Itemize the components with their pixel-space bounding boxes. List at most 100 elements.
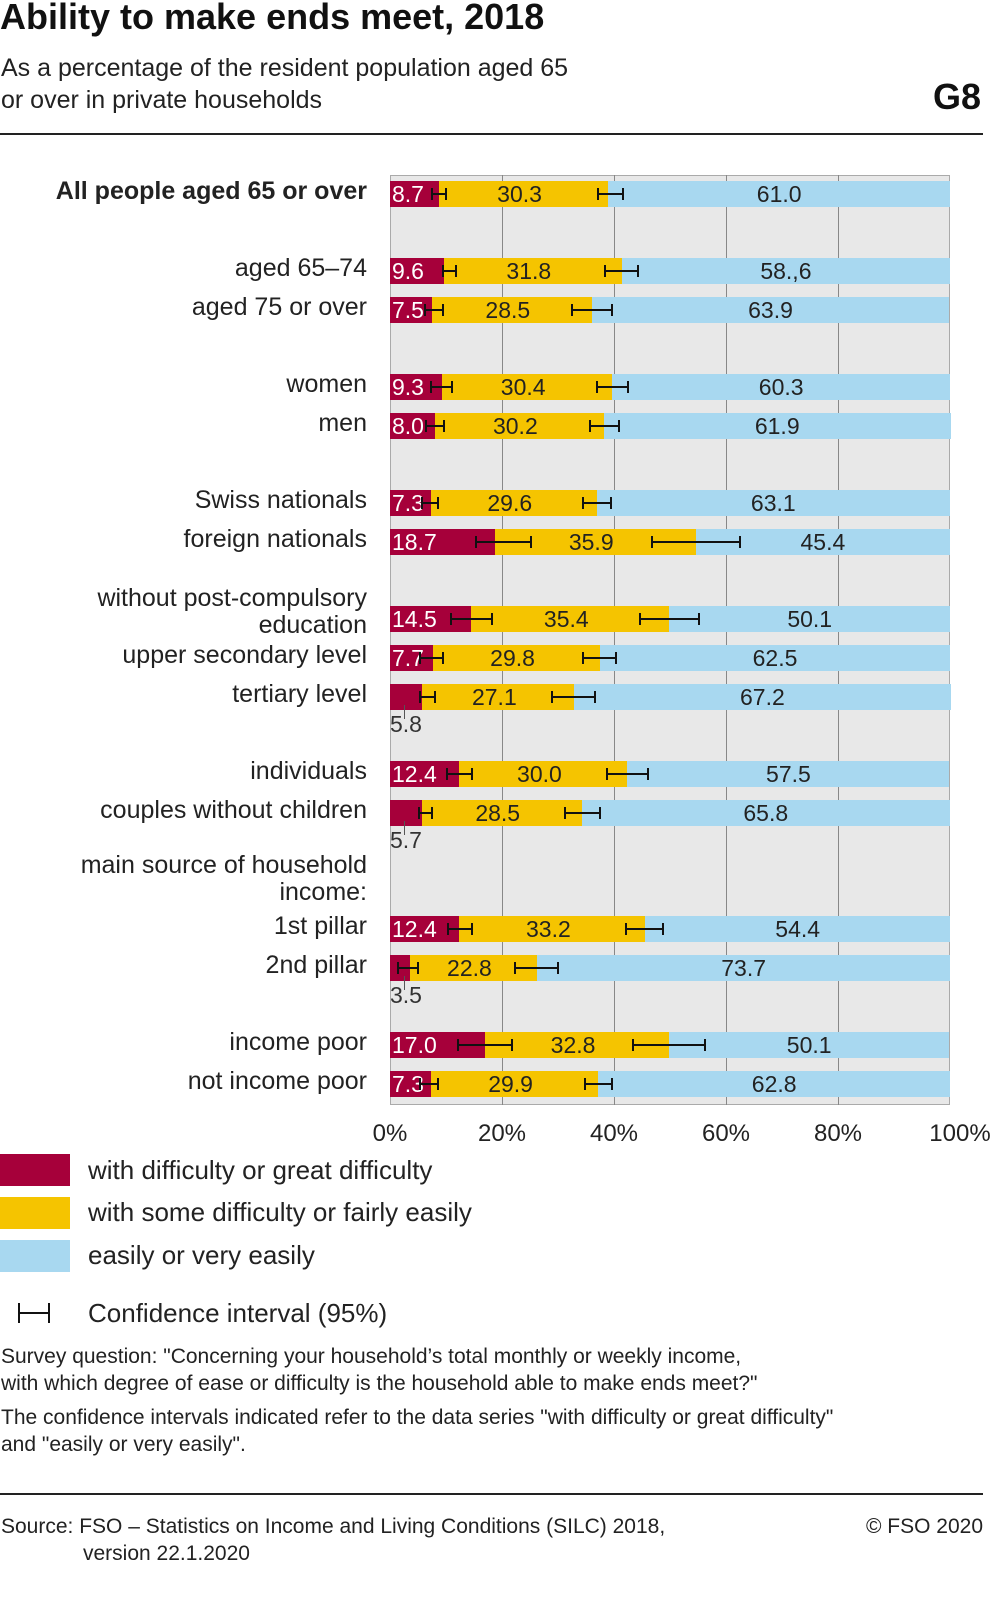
row-label: men [318,409,367,437]
bar-segment-easy [645,916,950,942]
bar-segment-easy [669,606,950,632]
ci-cap [447,923,450,935]
confidence-interval [514,967,558,969]
ci-cap [637,265,640,277]
ci-cap [563,807,566,819]
data-label: 30.3 [497,181,542,207]
x-tick-label: 40% [589,1120,639,1147]
data-label: 62.8 [751,1071,797,1097]
data-label: 7.3 [392,1071,424,1097]
data-label: 12.4 [392,916,437,942]
row-label: aged 75 or over [191,293,367,321]
ci-cap [513,962,516,974]
ci-cap [451,381,454,393]
bar-segment-some [442,374,613,400]
data-label: 35.4 [543,606,589,632]
ci-cap [420,497,423,509]
confidence-interval [584,1083,612,1085]
row-label: income poor [229,1028,367,1056]
bar-segment-difficulty [390,258,444,284]
ci-cap [647,768,650,780]
ci-cap [557,962,559,974]
bar-segment-some [433,645,600,671]
confidence-interval [652,541,740,543]
bar-segment-easy [627,761,950,787]
bar-segment-easy [612,374,950,400]
confidence-interval [451,618,492,620]
ci-cap [604,265,607,277]
ci-cap [610,304,613,316]
confidence-interval [597,193,623,195]
plot-area [390,175,950,1105]
data-label: 54.4 [775,916,821,942]
row-label: 2nd pillar [265,951,367,979]
ci-cap [445,188,447,200]
source-line1: Source: FSO – Statistics on Income and L… [1,1515,666,1538]
ci-cap [424,420,427,432]
confidence-interval [583,502,612,504]
bar-segment-easy [596,490,950,516]
confidence-interval [457,1044,513,1046]
x-tick-label: 100% [929,1120,991,1147]
confidence-interval [432,193,446,195]
confidence-interval [421,502,439,504]
ci-cap [610,1078,613,1090]
ci-cap [638,613,641,625]
ci-cap [442,652,445,664]
subtitle-line2: or over in private households [1,86,323,114]
legend-swatch-some [0,1197,70,1229]
label-leader [404,705,405,719]
bar-segment-some [422,684,575,710]
gridline [726,175,727,1105]
ci-cap [470,768,473,780]
data-label: 32.8 [550,1032,596,1058]
row-label: women [286,370,367,398]
bar-segment-easy [608,181,950,207]
row-label: All people aged 65 or over [55,177,367,205]
ci-cap [437,1078,440,1090]
row-label: Swiss nationals [194,486,367,514]
data-label: 14.5 [392,606,437,632]
data-label: 8.7 [392,181,424,207]
gridline [502,175,503,1105]
data-label: 30.4 [500,374,546,400]
ci-cap [582,497,585,509]
data-label: 29.6 [487,490,533,516]
confidence-interval [397,967,418,969]
bar-segment-some [434,413,604,439]
ci-cap [431,807,433,819]
bar-segment-some [438,181,609,207]
data-label: 63.1 [750,490,796,516]
data-label: 60.3 [758,374,804,400]
ci-cap [431,188,433,200]
gridline [838,175,839,1105]
confidence-interval [589,425,620,427]
ci-cap [624,923,627,935]
bar-segment-some [459,916,646,942]
confidence-interval-icon [18,1303,50,1323]
group-label: income: [279,878,367,906]
data-label: 30.2 [492,413,538,439]
ci-cap [490,613,493,625]
data-label: 50.1 [786,1032,832,1058]
row-label: aged 65–74 [234,254,367,282]
bar-segment-easy [600,645,950,671]
group-label: main source of household [80,851,367,879]
data-label: 18.7 [392,529,437,555]
bar-segment-difficulty [390,800,422,826]
ci-cap [593,691,596,703]
confidence-interval [443,270,457,272]
data-label: 5.7 [390,827,422,853]
ci-cap [424,304,427,316]
data-label: 28.5 [475,800,521,826]
data-label: 29.8 [490,645,535,671]
data-label: 7.3 [392,490,424,516]
ci-cap [739,536,741,548]
row-label: couples without children [100,796,367,824]
subtitle-line1: As a percentage of the resident populati… [1,54,569,82]
ci-cap [418,807,421,819]
bar-segment-difficulty [390,684,423,710]
ci-cap [437,497,440,509]
ci-cap [419,1078,422,1090]
confidence-interval [639,618,700,620]
